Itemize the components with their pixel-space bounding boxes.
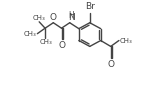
Text: O: O [59,41,65,50]
Text: CH₃: CH₃ [24,31,36,37]
Text: CH₃: CH₃ [39,39,52,45]
Text: Br: Br [85,2,95,11]
Text: O: O [49,13,56,22]
Text: H: H [68,11,74,20]
Text: O: O [108,60,115,69]
Text: N: N [68,13,74,22]
Text: CH₃: CH₃ [119,38,132,44]
Text: CH₃: CH₃ [32,15,45,21]
